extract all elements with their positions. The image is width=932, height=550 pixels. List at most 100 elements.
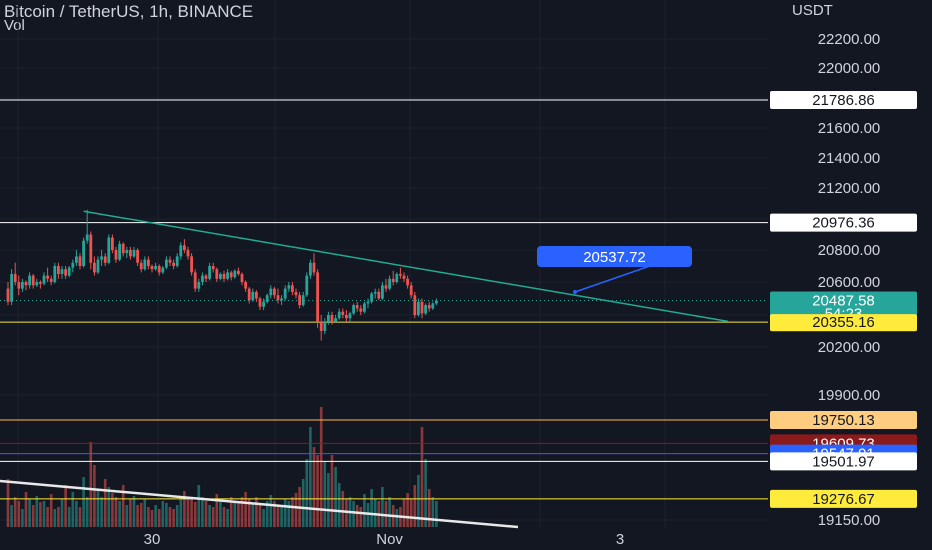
volume-bar-78 [287, 501, 291, 527]
y-tick-label-11: 19900.00 [818, 387, 881, 404]
price-callout[interactable]: 20537.72 [537, 246, 692, 294]
candle-body-56 [208, 266, 211, 279]
volume-bar-71 [262, 509, 265, 527]
candle-body-33 [125, 250, 129, 254]
volume-bar-31 [118, 501, 121, 527]
volume-bar-40 [150, 510, 154, 527]
volume-bar-11 [46, 507, 49, 527]
y-tick-label-8: 20600.00 [818, 274, 881, 291]
time-axis[interactable]: 30 Nov 3 [144, 531, 625, 548]
support-badge-top [770, 314, 917, 332]
candle-body-87 [319, 321, 323, 331]
candle-body-59 [219, 274, 222, 279]
candle-body-47 [175, 256, 179, 266]
candle-body-115 [420, 301, 424, 314]
volume-bar-67 [247, 499, 251, 527]
volume-bar-86 [316, 455, 319, 527]
volume-bar-108 [395, 509, 399, 527]
x-tick-label-2: 3 [616, 531, 624, 548]
y-tick-label-1: 22000.00 [818, 60, 881, 77]
volume-bar-104 [381, 487, 384, 527]
level-badge-label-7: 19276.67 [812, 491, 875, 508]
volume-bar-90 [330, 455, 334, 527]
volume-bar-36 [136, 505, 139, 527]
candle-body-111 [406, 278, 409, 286]
candle-body-40 [150, 266, 154, 270]
y-tick-label-5: 21200.00 [818, 180, 881, 197]
volume-bar-111 [406, 493, 409, 527]
candle-body-14 [57, 266, 60, 274]
candle-body-3 [17, 282, 21, 289]
volume-bar-17 [67, 507, 71, 527]
trendline-main [83, 210, 729, 323]
candle-body-116 [424, 305, 427, 314]
level-badge-6 [770, 452, 917, 471]
candle-body-76 [280, 298, 283, 301]
candle-body-54 [201, 275, 204, 282]
callout-pointer [574, 265, 651, 293]
callout-text: 20537.72 [583, 249, 646, 266]
volume-bar-89 [327, 473, 330, 527]
candle-body-117 [427, 305, 431, 309]
candle-body-85 [312, 262, 316, 273]
volume-bar-15 [60, 499, 64, 527]
volume-bar-87 [319, 407, 323, 527]
volume-bar-56 [208, 505, 211, 527]
volume-bar-19 [75, 501, 78, 527]
volume-bar-76 [280, 505, 283, 527]
level-badge-label-3: 19750.13 [812, 412, 875, 429]
volume-bar-16 [64, 485, 67, 527]
volume-bar-98 [359, 507, 363, 527]
volume-bar-34 [129, 499, 132, 527]
volume-bar-96 [352, 501, 355, 527]
volume-bar-58 [215, 494, 219, 527]
volume-bar-64 [237, 503, 240, 527]
candle-body-71 [262, 301, 265, 307]
volume-bar-115 [420, 427, 424, 527]
callout-box [537, 246, 692, 267]
y-tick-label-4: 21400.00 [818, 150, 881, 167]
volume-bar-18 [71, 492, 75, 527]
volume-bar-62 [229, 497, 233, 527]
level-badge-1 [770, 213, 917, 232]
volume-bar-60 [222, 507, 226, 527]
candle-body-39 [147, 259, 150, 266]
volume-bar-116 [424, 459, 427, 527]
candle-body-28 [107, 237, 111, 263]
volume-bar-102 [373, 499, 377, 527]
candle-body-50 [186, 250, 190, 257]
candle-body-35 [132, 250, 136, 257]
volume-bar-35 [132, 496, 136, 527]
y-tick-label-3: 21600.00 [818, 120, 881, 137]
x-tick-label-0: 30 [144, 531, 161, 548]
candle-body-68 [251, 291, 255, 301]
candle-body-103 [377, 291, 381, 299]
level-badge-label-0: 21786.86 [812, 92, 875, 109]
candle-body-105 [384, 285, 388, 289]
candle-body-22 [85, 234, 89, 241]
last-price-badge [770, 291, 917, 322]
candle-body-30 [114, 250, 118, 260]
candle-body-7 [31, 275, 35, 286]
volume-bar-5 [24, 492, 28, 527]
candle-body-119 [435, 300, 438, 304]
volume-bar-47 [175, 505, 179, 527]
volume-bar-50 [186, 497, 190, 527]
candle-body-99 [363, 303, 366, 312]
candle-body-26 [100, 256, 103, 260]
volume-bar-7 [31, 505, 35, 527]
volume-bar-48 [179, 497, 183, 527]
candle-body-91 [334, 318, 337, 322]
horizontal-levels[interactable] [0, 99, 768, 500]
candle-body-18 [71, 262, 75, 268]
candle-body-106 [388, 278, 391, 289]
candle-body-53 [197, 282, 201, 289]
trendline[interactable] [0, 210, 729, 529]
candle-body-84 [309, 262, 312, 276]
candle-body-67 [247, 288, 251, 301]
volume-bar-97 [355, 505, 359, 527]
candle-body-80 [294, 291, 298, 296]
candle-body-15 [60, 269, 64, 274]
volume-bar-88 [323, 461, 327, 527]
